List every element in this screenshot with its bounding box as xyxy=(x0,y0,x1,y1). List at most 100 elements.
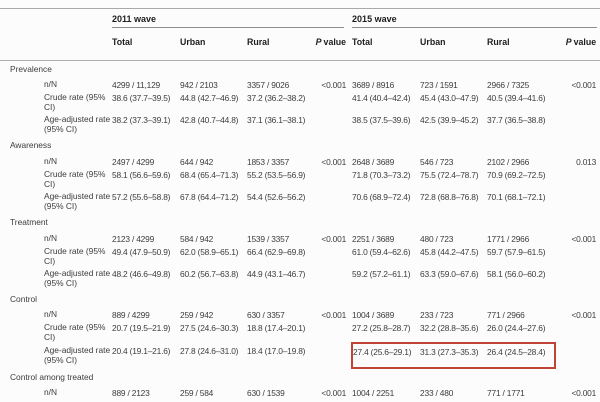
value-cell: 1004 / 2251 xyxy=(352,388,395,399)
row-label: Crude rate (95% CI) xyxy=(44,92,106,112)
value-cell: 54.4 (52.6–56.2) xyxy=(247,192,306,203)
row-label: Age-adjusted rate (95% CI) xyxy=(44,267,111,288)
value-cell: 75.5 (72.4–78.7) xyxy=(420,169,479,180)
value-cell: 70.9 (69.2–72.5) xyxy=(487,169,546,180)
value-cell: 889 / 2123 xyxy=(112,388,150,399)
value-cell: 546 / 723 xyxy=(420,156,454,167)
p-value-cell: <0.001 xyxy=(321,388,347,399)
value-cell: 41.4 (40.4–42.4) xyxy=(352,93,411,103)
value-cell: 27.2 (25.8–28.7) xyxy=(352,323,411,334)
value-cell: 3357 / 9026 xyxy=(247,80,290,90)
value-cell: 3689 / 8916 xyxy=(352,80,395,90)
table-row: n/N 889 / 2123 259 / 584 630 / 1539 <0.001 10… xyxy=(0,386,600,399)
value-cell: 44.9 (43.1–46.7) xyxy=(247,268,306,279)
p-value-cell xyxy=(315,91,352,113)
table-row: Age-adjusted rate (95% CI) 48.2 (46.6–49.… xyxy=(0,266,600,291)
value-cell: 59.2 (57.2–61.1) xyxy=(352,268,411,279)
p-value-cell xyxy=(315,167,352,189)
p-italic: P xyxy=(315,37,322,47)
column-header-rural-2015: Rural xyxy=(487,30,556,61)
value-cell: 18.8 (17.4–20.1) xyxy=(247,323,306,334)
value-cell: 72.8 (68.8–76.8) xyxy=(420,192,479,203)
value-cell: 2648 / 3689 xyxy=(352,156,395,167)
p-value-cell: <0.001 xyxy=(321,156,347,167)
p-value-cell xyxy=(555,343,600,368)
p-value-cell xyxy=(315,343,352,368)
value-cell: 60.2 (56.7–63.8) xyxy=(180,268,239,279)
value-cell: 57.2 (55.6–58.8) xyxy=(112,192,171,203)
highlighted-value-cell: 26.4 (24.5–28.4) xyxy=(487,342,557,370)
table-row: Age-adjusted rate (95% CI) 57.2 (55.6–58.… xyxy=(0,190,600,215)
value-cell: 61.0 (59.4–62.6) xyxy=(352,246,411,257)
value-cell: 644 / 942 xyxy=(180,156,214,167)
value-cell: 62.0 (58.9–65.1) xyxy=(180,246,239,257)
value-cell: 1539 / 3357 xyxy=(247,233,290,244)
row-label: n/N xyxy=(44,79,58,89)
section-label: Prevalence xyxy=(10,63,52,74)
value-cell: 26.0 (24.4–27.6) xyxy=(487,323,546,334)
p-value-cell xyxy=(555,244,600,266)
value-cell: 59.7 (57.9–61.5) xyxy=(487,246,546,257)
p-value-cell xyxy=(555,321,600,343)
p-value-cell xyxy=(315,321,352,343)
p-value-cell: <0.001 xyxy=(571,80,597,90)
p-value-cell xyxy=(555,91,600,113)
value-cell: 38.2 (37.3–39.1) xyxy=(112,115,171,126)
row-label: Crude rate (95% CI) xyxy=(0,399,112,402)
value-cell: 233 / 480 xyxy=(420,388,454,399)
p-value-cell xyxy=(315,190,352,215)
value-cell: 45.8 (44.2–47.5) xyxy=(420,246,479,257)
highlighted-value-cell: 27.4 (25.6–29.1) xyxy=(351,342,421,370)
value-cell: 771 / 2966 xyxy=(487,310,525,321)
section-row: Control among treated xyxy=(0,368,600,386)
value-cell: 2102 / 2966 xyxy=(487,156,530,167)
p-value-cell xyxy=(555,190,600,215)
value-cell: 2251 / 3689 xyxy=(352,233,395,244)
column-header-total-2015: Total xyxy=(352,30,421,61)
value-cell: 1853 / 3357 xyxy=(247,156,290,167)
p-value-cell xyxy=(555,113,600,138)
p-value-cell: <0.001 xyxy=(321,310,347,321)
group-header-row: 2011 wave 2015 wave xyxy=(0,8,600,30)
section-row: Prevalence xyxy=(0,61,600,78)
value-cell: 233 / 723 xyxy=(420,310,454,321)
value-cell: 630 / 1539 xyxy=(247,388,285,399)
highlighted-value-cell: 31.3 (27.3–35.3) xyxy=(420,342,488,370)
column-header-rural-2011: Rural xyxy=(247,30,315,61)
group-label-2011: 2011 wave xyxy=(112,9,345,28)
row-label-column-header xyxy=(0,8,112,30)
value-cell: 480 / 723 xyxy=(420,233,454,244)
row-label: n/N xyxy=(44,232,58,243)
p-value-cell: 0.013 xyxy=(576,156,597,167)
row-label: Age-adjusted rate (95% CI) xyxy=(44,114,111,135)
row-label: Age-adjusted rate (95% CI) xyxy=(44,344,111,365)
value-cell: 38.5 (37.5–39.6) xyxy=(352,115,411,126)
section-row: Awareness xyxy=(0,138,600,155)
section-label: Awareness xyxy=(10,140,52,151)
value-cell: 18.4 (17.0–19.8) xyxy=(247,345,306,356)
value-cell: 2123 / 4299 xyxy=(112,233,155,244)
group-header-2011: 2011 wave xyxy=(112,8,353,30)
value-cell: 20.4 (19.1–21.6) xyxy=(112,345,171,356)
table-row: Crude rate (95% CI) 20.7 (19.5–21.9) 27.5 … xyxy=(0,321,600,343)
value-cell: 67.8 (64.4–71.2) xyxy=(180,192,239,203)
value-cell: 1004 / 3689 xyxy=(352,310,395,321)
row-label: Age-adjusted rate (95% CI) xyxy=(44,191,111,212)
section-label: Control among treated xyxy=(10,371,94,382)
column-header-total-2011: Total xyxy=(112,30,180,61)
value-cell: 259 / 584 xyxy=(180,388,214,399)
table-row: Crude rate (95% CI) 49.4 (47.9–50.9) 62.0 … xyxy=(0,244,600,266)
row-label: n/N xyxy=(44,309,58,320)
value-cell: 58.1 (56.0–60.2) xyxy=(487,268,546,279)
value-cell: 32.2 (28.8–35.6) xyxy=(420,323,479,334)
p-value-cell: <0.001 xyxy=(321,233,347,244)
value-cell: 55.2 (53.5–56.9) xyxy=(247,169,306,180)
empty-header-cell xyxy=(0,30,112,61)
value-cell: 68.4 (65.4–71.3) xyxy=(180,169,239,180)
